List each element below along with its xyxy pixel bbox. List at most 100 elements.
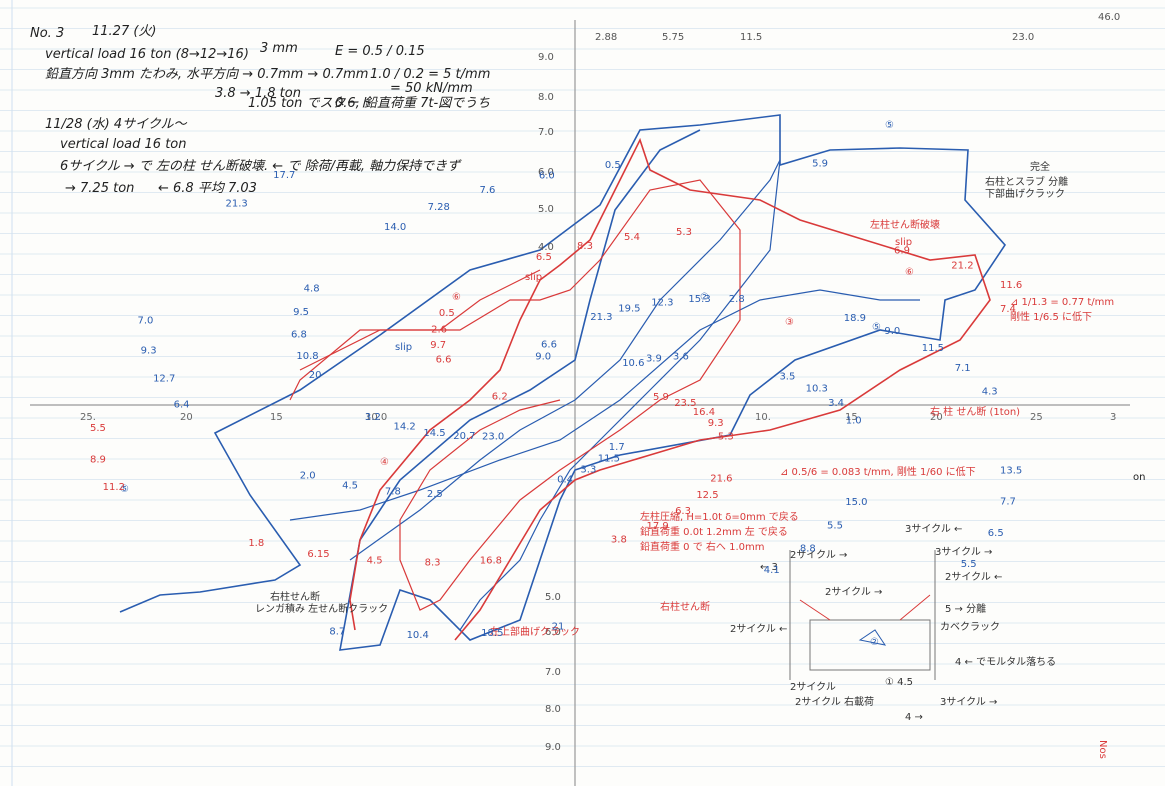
point-label: 6.5 bbox=[536, 252, 552, 263]
top-tick-label: 2.88 bbox=[595, 32, 617, 43]
point-label: 2.6 bbox=[431, 324, 447, 335]
x-tick-label: 15 bbox=[270, 412, 283, 423]
annotation: ⊿ 1/1.3 = 0.77 t/mm bbox=[1010, 297, 1114, 308]
point-label: 14.0 bbox=[384, 222, 406, 233]
point-label: 4.8 bbox=[304, 284, 320, 295]
y-tick-label: 6.0 bbox=[538, 167, 554, 178]
point-label: 7.28 bbox=[428, 202, 450, 213]
point-label: 21 bbox=[552, 622, 565, 633]
point-label: 4.1 bbox=[764, 565, 780, 576]
point-label: 6.0 bbox=[539, 171, 555, 182]
legend-note: 5 → 分離 bbox=[945, 602, 986, 615]
point-label: 8.9 bbox=[90, 454, 106, 465]
point-label: 6.5 bbox=[988, 528, 1004, 539]
header-line: 3 mm bbox=[260, 41, 298, 56]
y-tick-label: 7.0 bbox=[538, 127, 554, 138]
point-label: 5.3 bbox=[676, 227, 692, 238]
circled-number: ⑤ bbox=[120, 484, 129, 495]
header-line: E = 0.5 / 0.15 bbox=[335, 44, 425, 59]
annotation: 鉛直荷重 0.0t 1.2mm 左 で戻る bbox=[640, 525, 788, 538]
header-line: vertical load 16 ton bbox=[60, 137, 186, 152]
point-label: 9.5 bbox=[293, 307, 309, 318]
circled-number: ④ bbox=[380, 457, 389, 468]
x-tick-label: 15 bbox=[845, 412, 858, 423]
point-label: 3.6 bbox=[673, 352, 689, 363]
circled-number: ⑤ bbox=[872, 322, 881, 333]
legend-note: 2サイクル → bbox=[825, 586, 882, 598]
point-label: 3.3 bbox=[580, 465, 596, 476]
legend-note: 3サイクル → bbox=[940, 696, 997, 708]
point-label: 18.5 bbox=[481, 628, 503, 639]
y-tick-label: 8.0 bbox=[545, 704, 561, 715]
header-line: vertical load 16 ton (8→12→16) bbox=[45, 47, 249, 62]
legend-sketch bbox=[789, 550, 936, 680]
point-label: 3.2 bbox=[365, 412, 381, 423]
point-label: 12.3 bbox=[651, 298, 673, 309]
point-label: 7.6 bbox=[479, 185, 495, 196]
legend-note: カベクラック bbox=[940, 621, 1000, 633]
x-tick-label: 10.0 bbox=[365, 412, 387, 423]
header-line: 3.8 → 1.8 ton bbox=[215, 86, 301, 101]
point-label: 19.5 bbox=[618, 304, 640, 315]
point-label: 5.9 bbox=[653, 392, 669, 403]
point-label: 17.7 bbox=[273, 170, 295, 181]
circled-number: ③ bbox=[785, 317, 794, 328]
point-label: 6.8 bbox=[291, 330, 307, 341]
point-label: 17.9 bbox=[647, 521, 669, 532]
top-tick-label: 46.0 bbox=[1098, 12, 1120, 23]
point-label: 1.8 bbox=[248, 538, 264, 549]
red-loop bbox=[299, 179, 741, 611]
point-label: 21.3 bbox=[225, 198, 247, 209]
annotation: 左柱せん断破壊 bbox=[870, 218, 940, 231]
point-label: 7.4 bbox=[1000, 304, 1016, 315]
header-line: → 7.25 ton bbox=[65, 181, 134, 196]
blue-loop bbox=[349, 159, 781, 631]
point-label: 11.5 bbox=[922, 343, 944, 354]
annotation: 右 柱 せん断 (1ton) bbox=[930, 405, 1020, 418]
point-label: 15.0 bbox=[845, 497, 867, 508]
point-label: 20.7 bbox=[453, 431, 475, 442]
point-label: 0.5 bbox=[439, 308, 455, 319]
point-label: 2.5 bbox=[427, 489, 443, 500]
annotation: 右柱せん断 bbox=[660, 600, 710, 613]
y-tick-label: 9.0 bbox=[538, 52, 554, 63]
point-label: 2.0 bbox=[300, 471, 316, 482]
annotation: 右柱せん断 bbox=[270, 590, 320, 603]
blue-loop bbox=[289, 289, 920, 521]
point-label: 6.9 bbox=[894, 246, 910, 257]
circled-number: ② bbox=[700, 292, 709, 303]
point-label: 6.4 bbox=[174, 400, 190, 411]
point-label: 15.3 bbox=[688, 294, 710, 305]
x-tick-label: 25. bbox=[80, 412, 96, 423]
point-label: 9.3 bbox=[141, 345, 157, 356]
header-line: 1.0 / 0.2 = 5 t/mm bbox=[370, 67, 490, 82]
top-tick-label: 5.75 bbox=[662, 32, 684, 43]
header-line: 1.05 ton でスタート bbox=[248, 96, 372, 111]
header-line: = 50 kN/mm bbox=[390, 81, 473, 96]
point-label: 3.5 bbox=[779, 371, 795, 382]
point-label: 12.5 bbox=[696, 490, 718, 501]
point-label: 4.5 bbox=[367, 555, 383, 566]
point-label: 6.3 bbox=[675, 506, 691, 517]
circled-number: ⑥ bbox=[452, 292, 461, 303]
point-label: 11.2 bbox=[103, 482, 125, 493]
point-label: 14.2 bbox=[393, 421, 415, 432]
header-line: 0.6, 鉛直荷重 7t-図でうち bbox=[335, 96, 490, 111]
point-label: 6.6 bbox=[541, 340, 557, 351]
header-line: 11.27 (火) bbox=[92, 24, 157, 39]
top-tick-label: 11.5 bbox=[740, 32, 762, 43]
annotation: 左柱圧縮, H=1.0t δ=0mm で戻る bbox=[640, 510, 799, 523]
annotation: 下部曲げクラック bbox=[985, 187, 1065, 200]
point-label: 11.5 bbox=[598, 454, 620, 465]
annotation: レンガ積み 左せん断クラック bbox=[255, 602, 388, 615]
legend-note: 2サイクル ← bbox=[945, 571, 1002, 583]
y-tick-label: 7.0 bbox=[545, 667, 561, 678]
y-tick-label: 6.0 bbox=[545, 627, 561, 638]
point-label: 9.7 bbox=[430, 340, 446, 351]
point-label: 7.0 bbox=[137, 315, 153, 326]
point-label: 6.2 bbox=[492, 392, 508, 403]
point-label: 7.7 bbox=[1000, 496, 1016, 507]
legend-note: 3サイクル ← bbox=[905, 523, 962, 535]
